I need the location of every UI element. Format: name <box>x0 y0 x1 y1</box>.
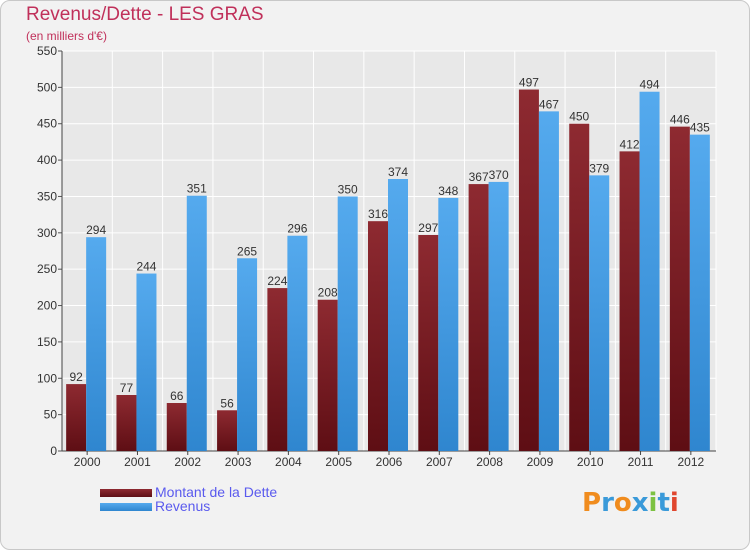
x-tick-label: 2004 <box>275 455 302 469</box>
bar-revenus-label: 494 <box>640 78 660 92</box>
bar-revenus-label: 435 <box>690 121 710 135</box>
bar-revenus <box>538 111 559 451</box>
bar-dette-label: 367 <box>469 170 489 184</box>
bar-revenus-label: 265 <box>237 244 257 258</box>
bar-revenus <box>136 273 157 451</box>
x-tick-label: 2010 <box>577 455 604 469</box>
bar-dette-label: 412 <box>620 137 640 151</box>
logo-letter: i <box>669 488 679 518</box>
bar-dette <box>468 184 489 451</box>
bar-revenus <box>237 258 258 451</box>
legend-label-revenus: Revenus <box>155 498 211 514</box>
bar-dette <box>368 221 388 451</box>
legend: Montant de la Dette Revenus <box>100 485 277 513</box>
x-tick-label: 2009 <box>527 455 554 469</box>
x-tick-label: 2001 <box>124 455 151 469</box>
logo-letter: P <box>582 488 602 518</box>
bar-dette <box>669 126 690 452</box>
bar-dette-label: 497 <box>519 76 539 90</box>
bar-dette <box>217 410 238 451</box>
bar-dette-label: 297 <box>418 221 438 235</box>
bar-dette <box>569 123 590 452</box>
logo-letter: r <box>601 488 614 518</box>
bar-revenus <box>86 237 107 451</box>
bar-revenus-label: 294 <box>86 223 106 237</box>
bar-revenus <box>589 175 610 451</box>
bar-revenus-label: 350 <box>338 182 358 196</box>
logo-letter: t <box>657 488 670 518</box>
logo-letter: x <box>631 488 649 518</box>
legend-label-dette: Montant de la Dette <box>155 484 278 500</box>
legend-item-dette: Montant de la Dette <box>100 485 277 499</box>
y-tick-label: 50 <box>44 408 58 422</box>
bar-dette-label: 66 <box>170 389 184 403</box>
y-tick-label: 0 <box>50 444 57 458</box>
bar-dette <box>418 235 439 451</box>
bar-dette <box>619 151 640 451</box>
y-tick-label: 150 <box>37 335 57 349</box>
chart-subtitle: (en milliers d'€) <box>26 29 107 43</box>
legend-item-revenus: Revenus <box>100 499 277 513</box>
legend-swatch-dette <box>100 489 152 498</box>
x-tick-label: 2003 <box>225 455 252 469</box>
bar-dette <box>317 299 338 451</box>
bar-dette-label: 92 <box>69 370 83 384</box>
proxiti-logo: Proxiti <box>582 488 679 518</box>
bar-dette-label: 224 <box>267 274 287 288</box>
x-tick-label: 2007 <box>426 455 453 469</box>
y-tick-label: 400 <box>37 153 57 167</box>
bar-revenus <box>639 91 660 452</box>
bar-dette-label: 56 <box>220 396 234 410</box>
bar-revenus-label: 374 <box>388 165 408 179</box>
bar-dette-label: 77 <box>120 381 134 395</box>
bar-dette <box>518 89 539 451</box>
bar-revenus-label: 379 <box>589 161 609 175</box>
y-tick-label: 350 <box>37 189 57 203</box>
bar-revenus <box>388 179 408 451</box>
logo-letter: o <box>613 488 632 518</box>
bar-revenus-label: 244 <box>136 260 156 274</box>
bar-revenus-label: 296 <box>287 222 307 236</box>
y-tick-label: 450 <box>37 117 57 131</box>
bar-revenus <box>438 197 459 451</box>
bar-revenus <box>689 134 710 452</box>
x-tick-label: 2008 <box>476 455 503 469</box>
bar-dette-label: 446 <box>670 113 690 127</box>
y-tick-label: 200 <box>37 299 57 313</box>
bar-revenus-label: 351 <box>187 182 207 196</box>
x-tick-label: 2011 <box>628 455 654 469</box>
bar-dette <box>267 288 288 451</box>
x-tick-label: 2000 <box>74 455 101 469</box>
y-tick-label: 500 <box>37 80 57 94</box>
bar-revenus <box>287 235 308 451</box>
bar-revenus-label: 348 <box>438 184 458 198</box>
chart-title: Revenus/Dette - LES GRAS <box>26 4 264 25</box>
bar-dette <box>66 384 87 451</box>
bar-revenus <box>186 195 207 451</box>
bar-revenus-label: 467 <box>539 97 559 111</box>
bar-revenus-label: 370 <box>489 168 509 182</box>
logo-letter: i <box>648 488 658 518</box>
y-tick-label: 250 <box>37 262 57 276</box>
bar-dette <box>166 403 187 451</box>
bar-dette-label: 450 <box>569 110 589 124</box>
x-tick-label: 2005 <box>325 455 352 469</box>
bar-dette-label: 208 <box>318 286 338 300</box>
x-tick-label: 2012 <box>677 455 704 469</box>
x-tick-label: 2002 <box>174 455 201 469</box>
x-tick-label: 2006 <box>376 455 403 469</box>
legend-swatch-revenus <box>100 503 152 512</box>
bar-dette-label: 316 <box>368 207 388 221</box>
y-tick-label: 300 <box>37 226 57 240</box>
bar-revenus <box>488 181 509 451</box>
y-tick-label: 100 <box>37 371 57 385</box>
bar-dette <box>116 395 137 451</box>
y-tick-label: 550 <box>37 44 57 58</box>
bar-revenus <box>337 196 358 451</box>
